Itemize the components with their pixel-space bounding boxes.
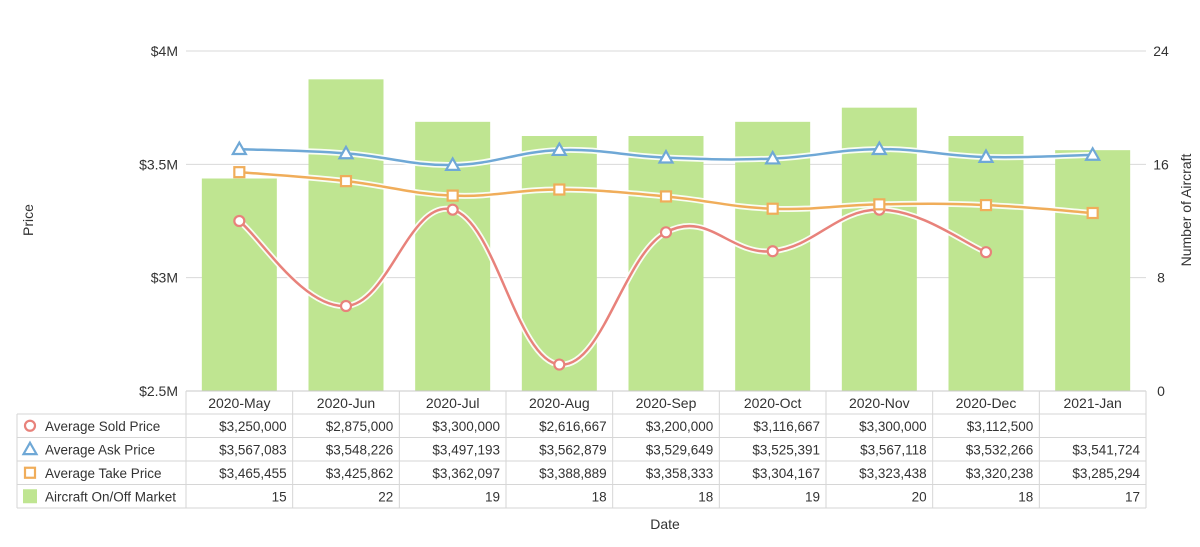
category-label: 2021-Jan	[1063, 395, 1121, 411]
left-tick-label: $3.5M	[139, 156, 178, 172]
point-average-ask-price	[977, 148, 995, 163]
point-average-ask-price	[870, 140, 888, 156]
right-axis-title: Number of Aircraft	[1178, 153, 1194, 266]
table-cell: 18	[698, 489, 713, 504]
bar-aircraft-market	[201, 178, 277, 391]
category-label: 2020-Nov	[849, 395, 910, 411]
data-table: 2020-May 2020-Jun 2020-Jul 2020-Aug 2020-Sep…	[16, 390, 1147, 509]
point-average-take-price	[446, 189, 459, 202]
left-tick-label: $3M	[151, 270, 178, 286]
table-cell: $3,548,226	[326, 442, 394, 457]
axes: Price Number of Aircraft Date $2.5M $3M $3…	[20, 43, 1194, 532]
legend-label-average-take-price: Average Take Price	[45, 466, 162, 481]
category-label: 2020-Oct	[744, 395, 802, 411]
table-cell: $3,200,000	[646, 419, 714, 434]
table-cell: $3,525,391	[752, 442, 820, 457]
table-cell: $3,567,118	[860, 442, 927, 457]
table-cell: 19	[485, 489, 500, 504]
table-cell: $3,541,724	[1072, 442, 1140, 457]
table-cell: $3,529,649	[646, 442, 714, 457]
right-tick-label: 16	[1153, 156, 1169, 172]
point-average-take-price	[553, 183, 566, 196]
table-cell: 15	[272, 489, 287, 504]
point-average-sold-price	[659, 226, 673, 239]
category-label: 2020-Dec	[956, 395, 1017, 411]
table-cell: $3,112,500	[967, 419, 1034, 434]
point-average-take-price	[339, 175, 353, 188]
point-average-ask-price	[657, 148, 675, 164]
legend-label-aircraft-on-off-market: Aircraft On/Off Market	[45, 489, 176, 504]
table-cell: $3,250,000	[219, 419, 287, 434]
legend-symbol-aircraft-on-off-market	[23, 489, 37, 504]
point-average-sold-price	[339, 299, 353, 313]
legend-symbol-average-ask-price	[21, 440, 39, 456]
line-average-sold-price	[238, 207, 987, 366]
category-label: 2020-Sep	[636, 395, 697, 411]
bar-aircraft-market	[948, 136, 1024, 391]
table-cell: $3,285,294	[1072, 466, 1140, 481]
table-cell: $3,388,889	[539, 466, 607, 481]
table-cell: 17	[1125, 489, 1140, 504]
point-average-take-price	[659, 190, 673, 203]
point-average-sold-price	[233, 214, 246, 228]
x-axis-title: Date	[650, 516, 680, 532]
bar-aircraft-market	[628, 136, 704, 391]
legend-symbol-average-take-price	[23, 466, 37, 479]
bar-aircraft-market	[308, 79, 384, 391]
point-average-sold-price	[446, 203, 459, 216]
right-tick-label: 0	[1157, 383, 1165, 399]
table-cell: $2,616,667	[539, 419, 607, 434]
point-average-ask-price	[550, 141, 568, 157]
point-average-ask-price	[1084, 146, 1102, 161]
point-average-take-price	[873, 198, 886, 211]
point-average-sold-price	[766, 245, 779, 258]
point-average-ask-price	[764, 149, 782, 165]
table-cell: $3,567,083	[219, 442, 287, 457]
left-axis-title: Price	[20, 204, 36, 236]
point-average-sold-price	[553, 358, 566, 371]
left-tick-label: $4M	[151, 43, 178, 59]
table-cell: $3,532,266	[966, 442, 1034, 457]
price-markers	[230, 140, 1102, 371]
legend-label-average-ask-price: Average Ask Price	[45, 442, 155, 457]
table-cell: $3,116,667	[753, 419, 820, 434]
legend-label-average-sold-price: Average Sold Price	[45, 419, 160, 434]
table-cell: 22	[378, 489, 393, 504]
table-cell: $3,304,167	[752, 466, 820, 481]
left-tick-label: $2.5M	[139, 383, 178, 399]
table-cell: $3,465,455	[219, 466, 287, 481]
table-cell: 18	[1018, 489, 1033, 504]
category-label: 2020-Jul	[426, 395, 480, 411]
point-average-take-price	[766, 202, 779, 215]
right-tick-label: 24	[1153, 43, 1169, 59]
table-cell: 18	[592, 489, 607, 504]
table-cell: $3,300,000	[432, 419, 500, 434]
table-cell: 19	[805, 489, 820, 504]
point-average-take-price	[1086, 206, 1099, 220]
table-cell: $3,323,438	[859, 466, 927, 481]
table-cell: $3,562,879	[539, 442, 607, 457]
table-cell: $3,320,238	[966, 466, 1034, 481]
point-average-ask-price	[230, 140, 248, 156]
point-average-ask-price	[444, 156, 462, 171]
point-average-ask-price	[337, 144, 355, 160]
table-cell: $2,875,000	[326, 419, 394, 434]
category-label: 2020-May	[208, 395, 270, 411]
point-average-sold-price	[979, 246, 993, 259]
table-cell: $3,425,862	[326, 466, 394, 481]
point-average-take-price	[979, 198, 993, 212]
right-tick-label: 8	[1157, 270, 1165, 286]
table-cell: $3,358,333	[646, 466, 714, 481]
table-cell: $3,300,000	[859, 419, 927, 434]
category-label: 2020-Aug	[529, 395, 590, 411]
legend-symbol-average-sold-price	[23, 419, 37, 432]
bar-aircraft-market	[1055, 150, 1131, 391]
category-label: 2020-Jun	[317, 395, 375, 411]
table-cell: 20	[912, 489, 927, 504]
table-cell: $3,497,193	[432, 442, 500, 457]
table-cell: $3,362,097	[432, 466, 500, 481]
point-average-take-price	[233, 166, 246, 179]
